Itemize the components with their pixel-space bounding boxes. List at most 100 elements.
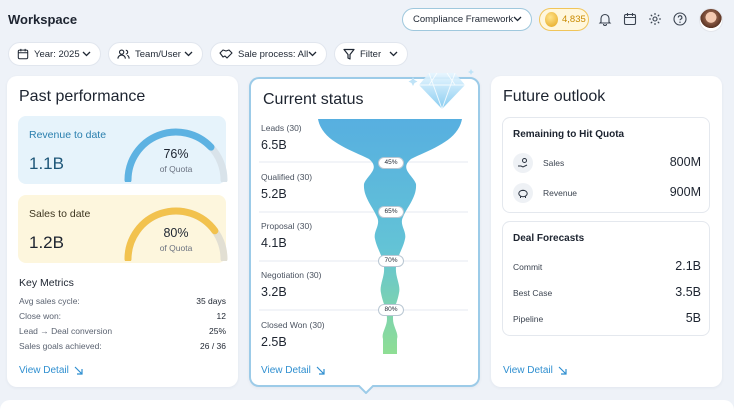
sales-to-date-box: Sales to date 1.2B 80% of Quota [18,195,228,263]
team-user-filter-label: Team/User [135,48,181,60]
chevron-down-icon [308,51,317,57]
next-section-edge [0,400,734,416]
revenue-to-date-box: Revenue to date 1.1B 76% of Quota [18,116,228,184]
card-pointer [358,385,374,394]
sales-gauge [124,207,228,261]
view-detail-link[interactable]: View Detail [503,365,567,376]
stage-label: Qualified (30) [261,172,313,182]
deal-forecasts-title: Deal Forecasts [513,233,585,244]
filter-button[interactable]: Filter [334,42,408,66]
chevron-down-icon [82,51,91,57]
stage-value: 3.2B [261,285,287,299]
forecast-value: 5B [685,311,701,325]
quota-value: 800M [669,155,701,169]
remaining-quota-card: Remaining to Hit Quota Sales 800M Revenu… [502,117,710,213]
coins-badge[interactable]: 4,835 [539,8,589,31]
revenue-quota-pct: 76% [163,147,189,161]
key-metric-value: 12 [216,311,226,321]
coins-count: 4,835 [562,14,586,25]
gear-icon[interactable] [648,12,662,26]
arrow-down-right-icon [558,366,567,375]
top-bar: Workspace Compliance Framework 4,835 [0,0,734,40]
key-metric-label: Avg sales cycle: [19,296,80,306]
help-icon[interactable] [673,12,687,26]
key-metrics-title: Key Metrics [19,277,74,289]
key-metric-label: Sales goals achieved: [19,341,102,351]
forecast-label: Pipeline [513,314,544,324]
forecast-label: Commit [513,262,543,272]
filter-bar: Year: 2025 Team/User Sale process: All F… [0,42,734,66]
remaining-quota-title: Remaining to Hit Quota [513,129,625,140]
arrow-down-right-icon [316,366,325,375]
chevron-down-icon [513,16,522,22]
sales-value: 1.2B [29,233,64,252]
stage-dividers [259,161,468,311]
key-metric-value: 35 days [196,296,226,306]
bell-icon[interactable] [598,12,612,26]
stage-label: Leads (30) [261,123,302,133]
calendar-icon[interactable] [623,12,637,26]
year-filter[interactable]: Year: 2025 [8,42,101,66]
quota-value: 900M [669,185,701,199]
deal-forecasts-card: Deal Forecasts Commit 2.1B Best Case 3.5… [502,221,710,336]
revenue-value: 1.1B [29,154,64,173]
arrow-down-right-icon [74,366,83,375]
conversion-pill: 65% [378,206,404,218]
funnel-chart [259,119,468,354]
team-user-filter[interactable]: Team/User [108,42,203,66]
sale-process-filter[interactable]: Sale process: All [210,42,327,66]
card-title: Past performance [19,88,146,105]
future-outlook-card: Future outlook Remaining to Hit Quota Sa… [491,76,722,387]
quota-row: Revenue 900M [513,183,701,203]
framework-dropdown[interactable]: Compliance Framework [402,8,532,31]
calendar-icon [17,48,29,60]
view-detail-link[interactable]: View Detail [261,365,325,376]
stage-value: 6.5B [261,138,287,152]
key-metric-value: 26 / 36 [200,341,226,351]
key-metric-row: Avg sales cycle: 35 days [19,296,226,306]
revenue-gauge [124,128,228,182]
chevron-down-icon [389,51,398,57]
quota-label: Sales [543,158,565,168]
revenue-quota-sub: of Quota [159,164,193,174]
sales-quota-pct: 80% [163,226,189,240]
sale-process-filter-label: Sale process: All [238,48,309,60]
key-metric-label: Lead → Deal conversion [19,326,113,336]
piggy-bank-icon [513,183,533,203]
view-detail-label: View Detail [261,365,311,376]
key-metric-label: Close won: [19,311,62,321]
forecast-label: Best Case [513,288,553,298]
revenue-label: Revenue to date [29,129,107,141]
year-filter-label: Year: 2025 [34,48,80,60]
stage-value: 2.5B [261,335,287,349]
diamond-icon [408,69,474,110]
funnel-shape [318,119,462,354]
chevron-down-icon [184,51,193,57]
conversion-pill: 45% [378,157,404,169]
stage-label: Proposal (30) [261,221,313,231]
conversion-pill: 70% [378,255,404,267]
sales-label: Sales to date [29,208,91,220]
avatar[interactable] [699,8,723,32]
stage-value: 4.1B [261,236,287,250]
card-title: Current status [263,91,364,108]
stage-value: 5.2B [261,187,287,201]
stage-label: Closed Won (30) [261,320,325,330]
key-metric-row: Sales goals achieved: 26 / 36 [19,341,226,351]
past-performance-card: Past performance Revenue to date 1.1B 76… [7,76,238,387]
coin-icon [545,12,558,27]
forecast-value: 3.5B [675,285,701,299]
view-detail-link[interactable]: View Detail [19,365,83,376]
app-title: Workspace [8,12,78,27]
filter-icon [343,48,355,60]
sales-hand-icon [513,153,533,173]
forecast-value: 2.1B [675,259,701,273]
key-metric-row: Lead → Deal conversion 25% [19,326,226,336]
filter-button-label: Filter [360,48,382,60]
framework-label: Compliance Framework [413,14,514,25]
sales-quota-sub: of Quota [159,243,193,253]
current-status-card: Current status Leads (30) 6.5B Qualified… [249,69,480,394]
key-metric-row: Close won: 12 [19,311,226,321]
quota-row: Sales 800M [513,153,701,173]
stage-label: Negotiation (30) [261,270,322,280]
